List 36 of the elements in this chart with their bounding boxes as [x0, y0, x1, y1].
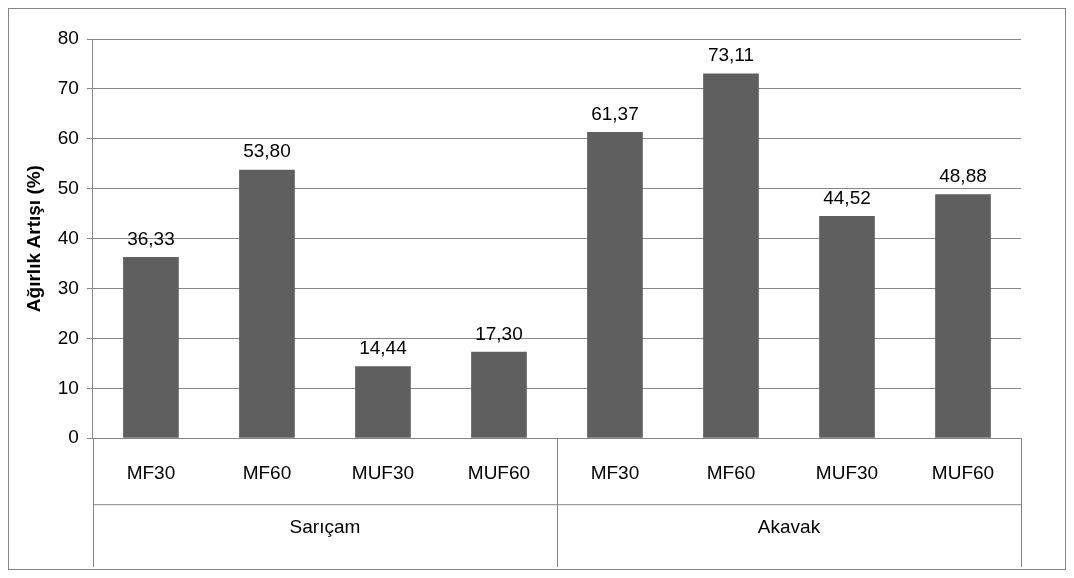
bar [819, 216, 875, 438]
x-tick-label: MUF60 [467, 461, 531, 483]
y-tick-label: 50 [57, 176, 79, 198]
y-tick-label: 20 [57, 326, 79, 348]
x-tick-label: MF30 [590, 461, 640, 483]
y-tick-label: 40 [57, 226, 79, 248]
bar [935, 194, 991, 438]
bar [239, 169, 295, 438]
x-tick-label: MF60 [706, 461, 756, 483]
x-tick-label: MUF30 [815, 461, 879, 483]
data-label: 44,52 [823, 186, 871, 208]
x-tick-label: MUF60 [931, 461, 995, 483]
y-tick-label: 60 [57, 127, 79, 149]
data-label: 36,33 [127, 227, 175, 249]
bar [587, 131, 643, 438]
data-label: 48,88 [939, 165, 987, 187]
y-tick-label: 70 [57, 77, 79, 99]
y-tick-label: 0 [68, 426, 79, 448]
bar [355, 366, 411, 438]
data-label: 61,37 [591, 102, 639, 124]
y-axis-title: Ağırlık Artışı (%) [22, 165, 44, 313]
data-label: 14,44 [359, 336, 408, 358]
data-label: 17,30 [475, 322, 523, 344]
x-tick-label: MUF30 [351, 461, 415, 483]
x-tick-label: MF30 [126, 461, 176, 483]
y-tick-label: 30 [57, 276, 79, 298]
bar [703, 73, 759, 438]
bar [471, 351, 527, 438]
text: Sarıçam [289, 516, 361, 538]
y-tick-label: 10 [57, 376, 79, 398]
x-tick-label: MF60 [242, 461, 292, 483]
y-tick-label: 80 [57, 27, 79, 49]
data-label: 73,11 [707, 44, 755, 66]
text: Akavak [757, 516, 821, 538]
data-label: 53,80 [243, 140, 291, 162]
bar [123, 256, 179, 438]
